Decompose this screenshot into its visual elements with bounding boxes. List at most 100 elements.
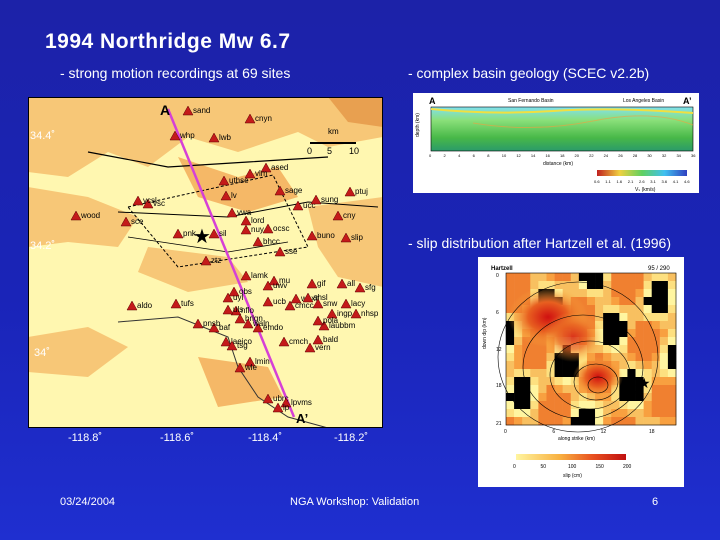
basin-x-tick: 4 (458, 153, 461, 158)
station-label: vsc (153, 199, 165, 208)
slip-colorbar-tick: 0 (513, 464, 516, 470)
station-label: ubrc (273, 394, 289, 403)
subtitle-left: - strong motion recordings at 69 sites (60, 65, 291, 81)
station-marker-icon (252, 322, 264, 333)
station-label: wle (244, 363, 258, 372)
station-marker-icon (252, 236, 264, 247)
station-marker-icon (208, 132, 220, 143)
basin-x-tick: 34 (676, 153, 681, 158)
basin-x-tick: 26 (618, 153, 623, 158)
station-label: vcsl (143, 196, 157, 205)
station-marker-icon (222, 304, 234, 315)
footer-title: NGA Workshop: Validation (290, 496, 420, 508)
basin-colorbar-tick: 1.1 (605, 179, 611, 184)
basin-label-a: A (429, 96, 436, 106)
station-marker-icon (200, 255, 212, 266)
station-marker-icon (268, 275, 280, 286)
station-label: lacy (351, 299, 365, 308)
station-marker-icon (220, 336, 232, 347)
station-label: slip (351, 233, 364, 242)
station-marker-icon (310, 194, 322, 205)
slip-x-tick: 0 (504, 429, 507, 435)
station-label: bald (323, 335, 338, 344)
station-marker-icon (220, 190, 232, 201)
slip-model-label: Hartzell (491, 266, 513, 272)
station-label: ztz (211, 256, 221, 265)
station-marker-icon (234, 362, 246, 373)
station-marker-icon (274, 185, 286, 196)
station-marker-icon (284, 300, 296, 311)
station-marker-icon (332, 210, 344, 221)
station-marker-icon (228, 286, 240, 297)
slip-colorbar-tick: 150 (596, 464, 605, 470)
epicenter-star-icon: ★ (193, 226, 211, 248)
basin-x-tick: 6 (473, 153, 476, 158)
station-label: sfg (365, 283, 376, 292)
station-label: pnsb (203, 319, 221, 328)
station-label: cmcc (295, 301, 314, 310)
profile-label-a: A (160, 102, 170, 118)
station-label: sil (219, 229, 227, 238)
station-label: nflo (241, 306, 254, 315)
basin-ylabel: depth (km) (415, 113, 421, 137)
basin-colorbar-tick: 2.6 (639, 179, 645, 184)
lon-tick: -118.6˚ (160, 432, 195, 444)
basin-name-right: Los Angeles Basin (623, 98, 664, 104)
basin-x-tick: 28 (633, 153, 638, 158)
basin-x-tick: 14 (531, 153, 536, 158)
basin-colorbar-tick: 2.1 (628, 179, 634, 184)
scale-tick: 0 (307, 146, 312, 156)
station-label: sand (193, 106, 210, 115)
basin-label-a-prime: A’ (683, 96, 692, 106)
station-label: wood (80, 211, 100, 220)
station-label: nhsp (361, 309, 379, 318)
station-marker-icon (340, 298, 352, 309)
station-marker-icon (274, 246, 286, 257)
station-marker-icon (260, 162, 272, 173)
slip-colorbar-tick: 50 (541, 464, 547, 470)
hypocenter-star-icon: ★ (638, 375, 651, 391)
basin-x-tick: 16 (545, 153, 550, 158)
station-marker-icon (262, 223, 274, 234)
footer-date: 03/24/2004 (60, 496, 116, 508)
station-marker-icon (226, 207, 238, 218)
station-label: lmin (255, 357, 270, 366)
station-label: ingp (337, 309, 353, 318)
basin-colorbar-tick: 4.6 (684, 179, 690, 184)
station-marker-icon (262, 280, 274, 291)
slip-x-tick: 12 (601, 429, 607, 435)
basin-cross-section: A A’ San Fernando Basin Los Angeles Basi… (413, 93, 699, 193)
lon-tick: -118.2˚ (334, 432, 369, 444)
scale-tick: 5 (327, 146, 332, 156)
station-marker-icon (278, 336, 290, 347)
station-marker-icon (280, 397, 292, 408)
basin-xlabel: distance (km) (543, 161, 573, 167)
station-marker-icon (169, 130, 181, 141)
slip-angles: 95 / 290 (648, 266, 670, 272)
basin-x-tick: 24 (604, 153, 609, 158)
station-label: ucb (273, 297, 286, 306)
lon-tick: -118.8˚ (68, 432, 103, 444)
slide-title: 1994 Northridge Mw 6.7 (45, 30, 291, 53)
station-marker-icon (242, 318, 254, 329)
station-label: vwa (237, 208, 252, 217)
station-marker-icon (326, 308, 338, 319)
basin-x-tick: 20 (575, 153, 580, 158)
basin-x-tick: 18 (560, 153, 565, 158)
station-label: ased (271, 163, 288, 172)
station-label: all (347, 279, 355, 288)
station-label: lord (251, 216, 264, 225)
basin-colorbar-tick: 3.6 (662, 179, 668, 184)
slip-colorbar-tick: 200 (623, 464, 632, 470)
station-label: lp (283, 403, 290, 412)
station-marker-icon (208, 228, 220, 239)
slip-x-tick: 18 (649, 429, 655, 435)
station-marker-icon (290, 293, 302, 304)
lat-tick: 34.4˚ (30, 130, 56, 142)
station-label: sung (321, 195, 338, 204)
slip-y-tick: 18 (496, 383, 502, 389)
slip-distribution: Hartzell 95 / 290 ★ 0 6 12 18 0 6 12 18 21 down… (478, 257, 684, 487)
station-label: waln (252, 319, 269, 328)
station-label: aldo (137, 301, 153, 310)
slip-y-tick: 21 (496, 421, 502, 427)
